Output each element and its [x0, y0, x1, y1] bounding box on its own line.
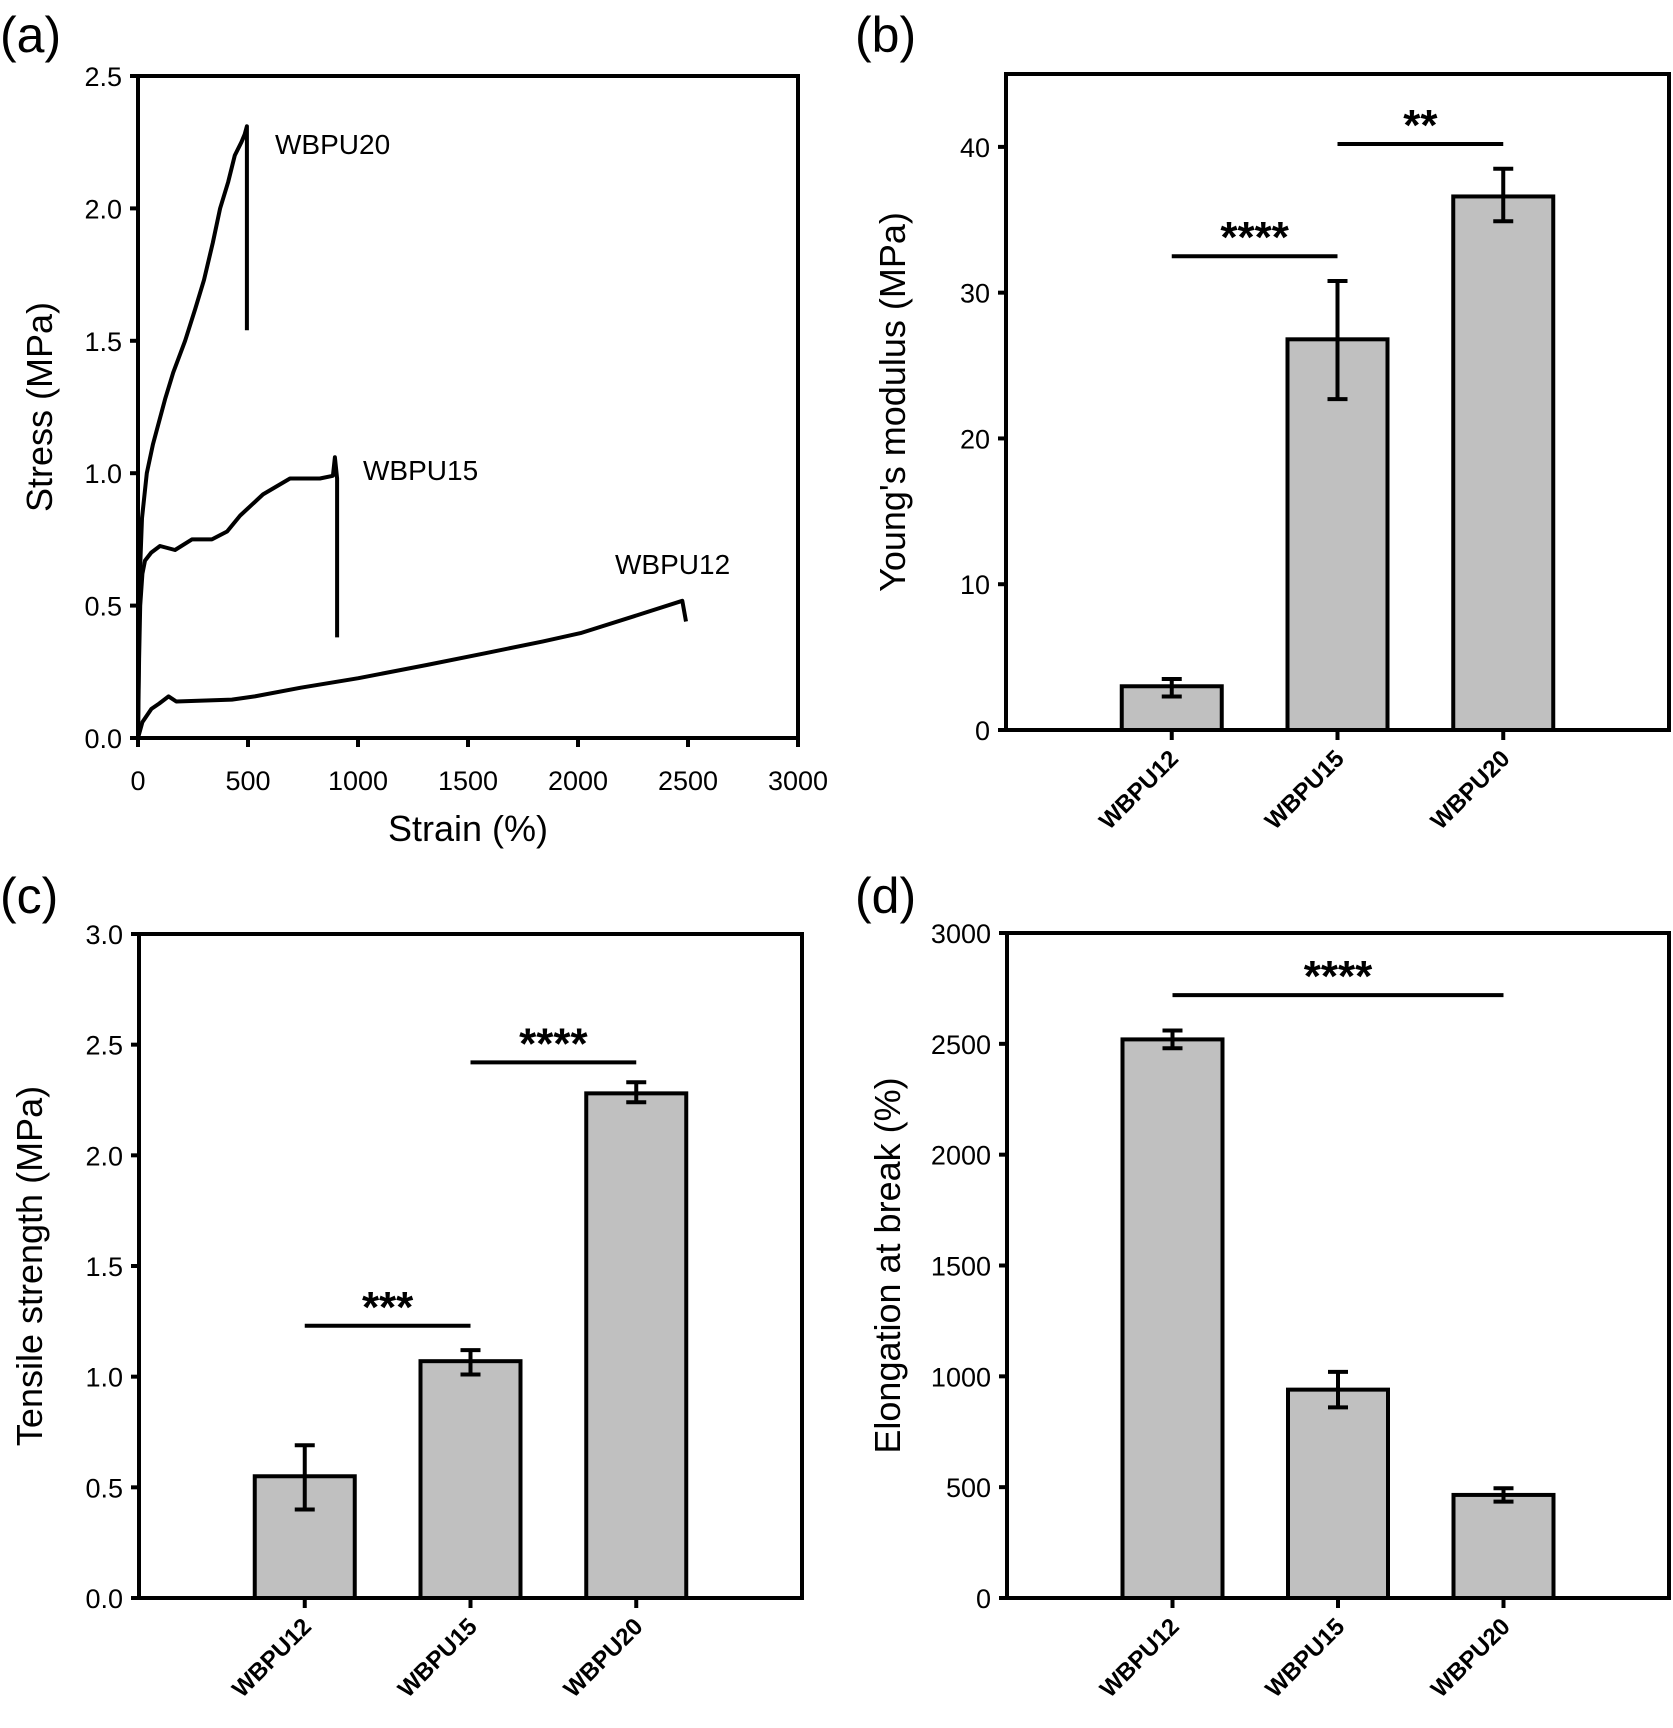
y-tick-label: 2500 — [931, 1030, 991, 1060]
panel-label: (c) — [0, 868, 58, 924]
panel-b: (b) 0 10 20 30 40 Young's modulus (MPa) WBPU12 W… — [855, 7, 1671, 835]
y-tick-label: 2.0 — [84, 194, 122, 224]
x-category-label: WBPU15 — [1260, 745, 1350, 835]
x-axis-title: Strain (%) — [388, 808, 548, 849]
panel-a: (a) 0.0 0.5 1.0 1.5 2.0 2.5 Stress (MPa) 0 500 100… — [0, 7, 828, 849]
y-tick-label: 2.5 — [85, 1031, 123, 1061]
y-axis-title: Stress (MPa) — [19, 302, 60, 512]
panel-d: (d) 0 500 1000 1500 2000 2500 3000 Elongation at… — [855, 868, 1671, 1703]
significance-label: **** — [1304, 952, 1373, 1001]
series-line-wbpu12 — [136, 598, 688, 739]
y-axis-title: Elongation at break (%) — [867, 1077, 908, 1453]
x-tick-label: 3000 — [768, 766, 828, 796]
series-label: WBPU15 — [363, 455, 478, 486]
bar-wbpu15 — [418, 1359, 523, 1600]
y-tick-label: 1.5 — [85, 1252, 123, 1282]
y-tick-label: 1.0 — [85, 1363, 123, 1393]
x-category-label: WBPU12 — [1095, 1613, 1185, 1703]
y-tick-label: 500 — [946, 1473, 991, 1503]
x-category-label: WBPU20 — [559, 1613, 649, 1703]
x-category-label: WBPU20 — [1426, 745, 1516, 835]
y-tick-label: 3000 — [931, 919, 991, 949]
y-tick-label: 2.5 — [84, 62, 122, 92]
y-tick-label: 0.5 — [84, 592, 122, 622]
x-category-label: WBPU12 — [1094, 745, 1184, 835]
panel-c: (c) 0.0 0.5 1.0 1.5 2.0 2.5 3.0 Tensile strength… — [0, 868, 804, 1703]
y-axis-title: Young's modulus (MPa) — [872, 212, 913, 592]
bar-wbpu15 — [1285, 337, 1390, 732]
x-tick-label: 2500 — [658, 766, 718, 796]
y-tick-label: 1.5 — [84, 327, 122, 357]
y-tick-label: 0.0 — [85, 1584, 123, 1614]
x-category-label: WBPU12 — [227, 1613, 317, 1703]
x-tick-label: 1000 — [328, 766, 388, 796]
y-tick-label: 0.5 — [85, 1473, 123, 1503]
y-tick-label: 1500 — [931, 1252, 991, 1282]
panel-label: (a) — [0, 7, 61, 63]
bar-wbpu12 — [1120, 1037, 1225, 1600]
plot-frame — [136, 74, 800, 740]
y-tick-label: 0 — [976, 1584, 991, 1614]
y-tick-label: 30 — [960, 279, 990, 309]
y-tick-label: 10 — [960, 570, 990, 600]
y-tick-label: 1.0 — [84, 459, 122, 489]
series-line-wbpu15 — [136, 455, 340, 739]
x-tick-label: 0 — [130, 766, 145, 796]
y-tick-label: 40 — [960, 133, 990, 163]
bar-wbpu20 — [1451, 194, 1556, 733]
x-tick-label: 500 — [225, 766, 270, 796]
series-label: WBPU12 — [615, 549, 730, 580]
y-tick-label: 3.0 — [85, 920, 123, 950]
significance-label: **** — [1220, 213, 1289, 262]
significance-label: **** — [519, 1019, 588, 1068]
significance-label: *** — [362, 1283, 414, 1332]
y-tick-label: 0.0 — [84, 724, 122, 754]
y-tick-label: 2000 — [931, 1141, 991, 1171]
y-tick-label: 2.0 — [85, 1141, 123, 1171]
bar-wbpu15 — [1286, 1387, 1390, 1600]
y-tick-label: 0 — [975, 716, 990, 746]
series-line-wbpu20 — [136, 124, 249, 739]
x-category-label: WBPU15 — [1260, 1613, 1350, 1703]
y-axis-title: Tensile strength (MPa) — [9, 1086, 50, 1446]
panel-label: (b) — [855, 7, 916, 63]
bar-wbpu20 — [584, 1091, 689, 1600]
x-category-label: WBPU15 — [393, 1613, 483, 1703]
series-label: WBPU20 — [275, 129, 390, 160]
x-tick-label: 2000 — [548, 766, 608, 796]
significance-label: ** — [1403, 101, 1438, 150]
x-tick-label: 1500 — [438, 766, 498, 796]
y-tick-label: 1000 — [931, 1362, 991, 1392]
y-tick-label: 20 — [960, 424, 990, 454]
panel-label: (d) — [855, 868, 916, 924]
bar-wbpu20 — [1451, 1492, 1556, 1601]
x-category-label: WBPU20 — [1426, 1613, 1516, 1703]
